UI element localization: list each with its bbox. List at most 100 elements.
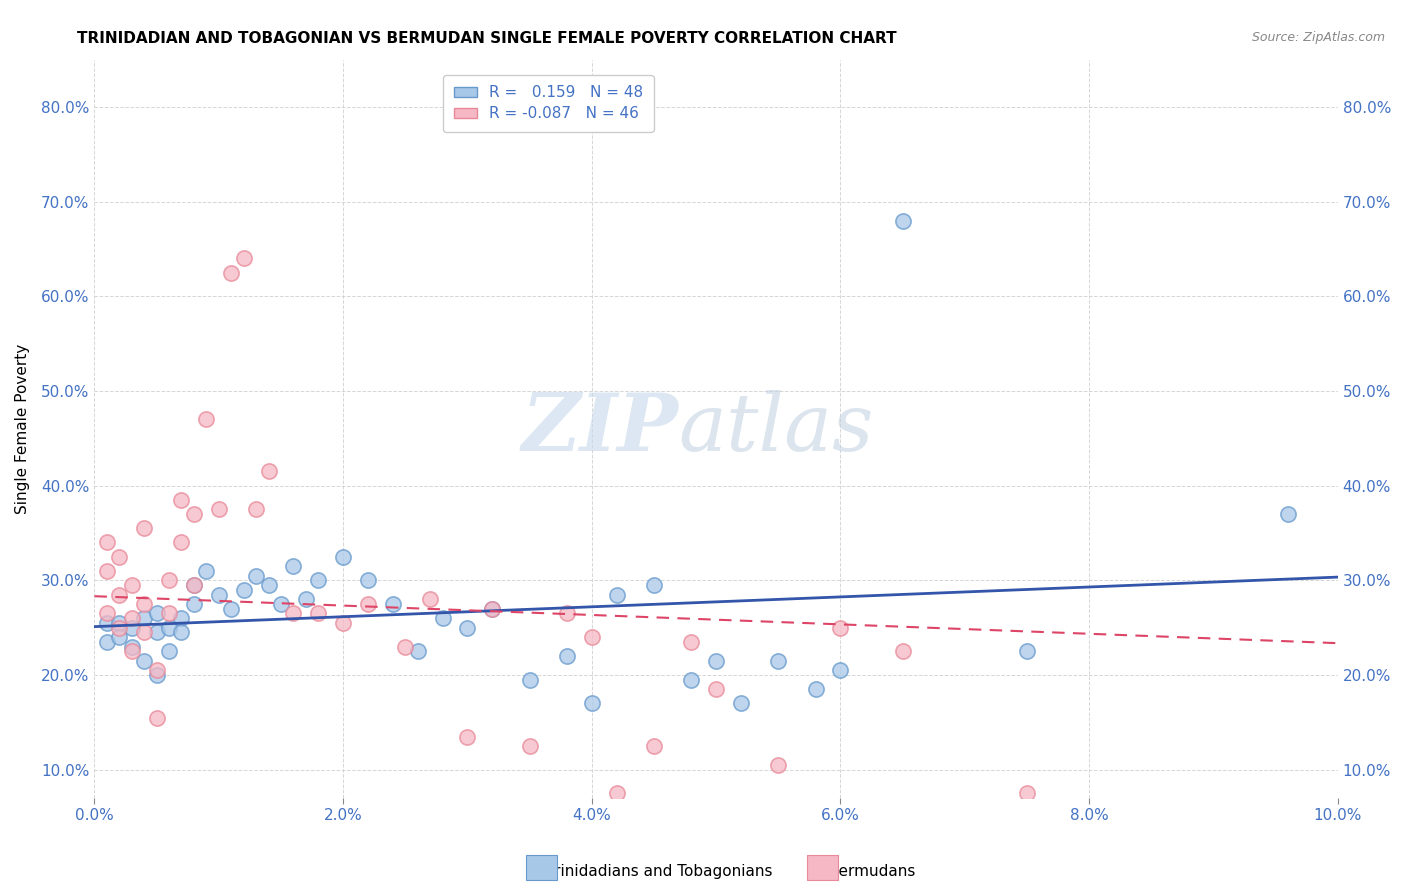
Point: [208, 502, 231, 516]
Bar: [807, 855, 838, 880]
Point: [283, 559, 305, 574]
Point: [432, 611, 454, 625]
Point: [891, 644, 914, 658]
Point: [121, 578, 143, 592]
Point: [108, 587, 131, 601]
Point: [270, 597, 292, 611]
Point: [232, 252, 254, 266]
Point: [145, 625, 167, 640]
Point: [183, 578, 205, 592]
Point: [581, 630, 603, 644]
Point: [145, 607, 167, 621]
Text: Source: ZipAtlas.com: Source: ZipAtlas.com: [1251, 31, 1385, 45]
Point: [295, 592, 318, 607]
Point: [121, 644, 143, 658]
Point: [555, 648, 578, 663]
Point: [357, 597, 380, 611]
Point: [681, 673, 703, 687]
Point: [704, 654, 727, 668]
Point: [406, 644, 429, 658]
Point: [481, 601, 503, 615]
Point: [555, 607, 578, 621]
Point: [481, 601, 503, 615]
Point: [219, 601, 242, 615]
Point: [519, 673, 541, 687]
Point: [1015, 786, 1038, 800]
Point: [157, 621, 180, 635]
Point: [195, 564, 218, 578]
Point: [606, 786, 628, 800]
Point: [519, 739, 541, 753]
Point: [96, 635, 118, 649]
Point: [830, 663, 852, 677]
Point: [643, 739, 665, 753]
Text: Bermudans: Bermudans: [828, 864, 915, 879]
Point: [581, 697, 603, 711]
Point: [145, 663, 167, 677]
Point: [704, 682, 727, 697]
Point: [332, 549, 354, 564]
Point: [208, 587, 231, 601]
Point: [419, 592, 441, 607]
Point: [219, 266, 242, 280]
Point: [766, 654, 789, 668]
Point: [157, 574, 180, 588]
Point: [357, 574, 380, 588]
Text: TRINIDADIAN AND TOBAGONIAN VS BERMUDAN SINGLE FEMALE POVERTY CORRELATION CHART: TRINIDADIAN AND TOBAGONIAN VS BERMUDAN S…: [77, 31, 897, 46]
Point: [96, 564, 118, 578]
Point: [170, 625, 193, 640]
Point: [145, 668, 167, 682]
Point: [108, 630, 131, 644]
Y-axis label: Single Female Poverty: Single Female Poverty: [15, 343, 30, 514]
Point: [232, 582, 254, 597]
Text: atlas: atlas: [679, 390, 875, 467]
Point: [456, 730, 478, 744]
Point: [145, 710, 167, 724]
Point: [121, 611, 143, 625]
Point: [134, 611, 156, 625]
Point: [891, 213, 914, 227]
Point: [96, 615, 118, 630]
Point: [730, 697, 752, 711]
Point: [606, 587, 628, 601]
Point: [681, 635, 703, 649]
Point: [157, 644, 180, 658]
Point: [157, 607, 180, 621]
Point: [283, 607, 305, 621]
Point: [332, 615, 354, 630]
Point: [456, 621, 478, 635]
Point: [108, 615, 131, 630]
Point: [134, 654, 156, 668]
Point: [170, 611, 193, 625]
Point: [170, 535, 193, 549]
Point: [183, 578, 205, 592]
Point: [245, 502, 267, 516]
Text: ZIP: ZIP: [522, 390, 679, 467]
Point: [257, 465, 280, 479]
Point: [134, 625, 156, 640]
Point: [108, 621, 131, 635]
Point: [170, 492, 193, 507]
Point: [121, 640, 143, 654]
Legend: R =   0.159   N = 48, R = -0.087   N = 46: R = 0.159 N = 48, R = -0.087 N = 46: [443, 75, 654, 132]
Point: [307, 607, 329, 621]
Point: [643, 578, 665, 592]
Point: [121, 621, 143, 635]
Text: Trinidadians and Tobagonians: Trinidadians and Tobagonians: [547, 864, 773, 879]
Point: [830, 621, 852, 635]
Point: [134, 597, 156, 611]
Point: [766, 758, 789, 772]
Point: [134, 521, 156, 535]
Point: [183, 507, 205, 521]
Point: [108, 549, 131, 564]
Bar: [526, 855, 557, 880]
Point: [953, 833, 976, 847]
Point: [96, 535, 118, 549]
Point: [307, 574, 329, 588]
Point: [245, 568, 267, 582]
Point: [394, 640, 416, 654]
Point: [1015, 644, 1038, 658]
Point: [257, 578, 280, 592]
Point: [195, 412, 218, 426]
Point: [1277, 507, 1299, 521]
